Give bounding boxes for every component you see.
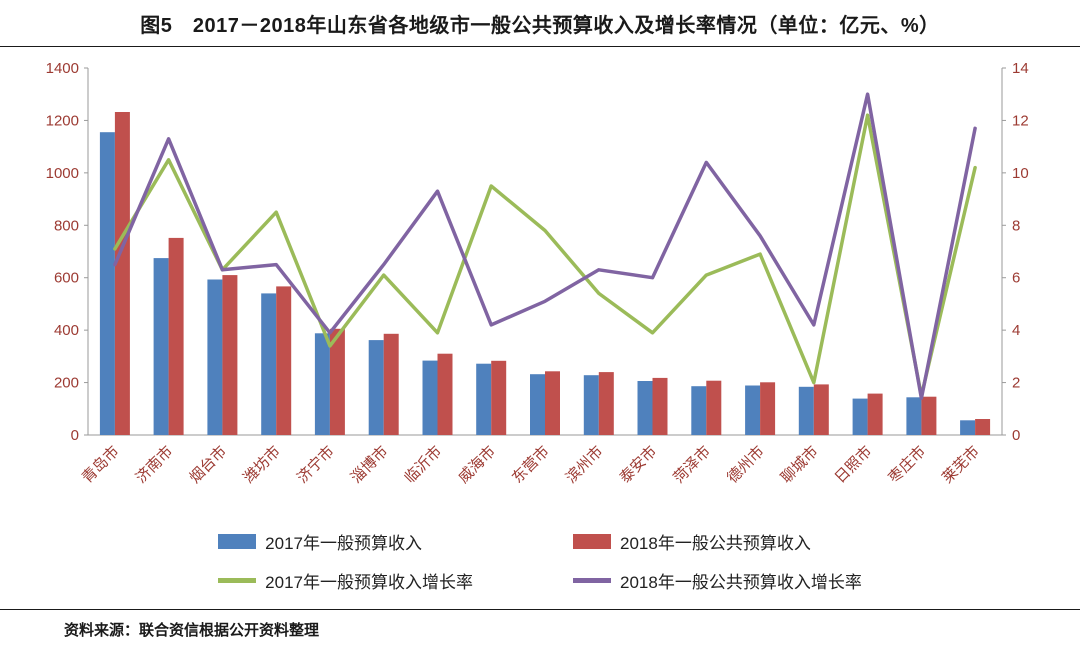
legend-swatch-line-2017	[218, 578, 257, 583]
category-label-济南市: 济南市	[133, 443, 177, 487]
left-axis-tick-label: 1000	[46, 165, 79, 182]
legend-item-bar-2017: 2017年一般预算收入	[218, 529, 422, 554]
category-label-济宁市: 济宁市	[294, 443, 338, 487]
bar-bar2017-枣庄市	[906, 397, 922, 435]
right-axis-tick-label: 12	[1012, 112, 1029, 129]
bar-bar2017-临沂市	[422, 360, 438, 435]
left-axis-tick-label: 600	[54, 270, 79, 287]
bar-bar2017-济宁市	[314, 333, 330, 435]
right-axis-tick-label: 8	[1012, 217, 1020, 234]
bar-bar2017-青岛市	[99, 132, 115, 435]
bar-bar2017-淄博市	[368, 340, 384, 435]
left-axis-tick-label: 200	[54, 375, 79, 392]
data-source: 资料来源：联合资信根据公开资料整理	[0, 609, 1080, 640]
category-label-淄博市: 淄博市	[348, 443, 392, 487]
category-label-泰安市: 泰安市	[617, 443, 661, 487]
bar-bar2017-菏泽市	[691, 386, 707, 435]
right-axis-tick-label: 10	[1012, 165, 1029, 182]
bar-bar2017-济南市	[153, 258, 169, 435]
left-axis-tick-label: 1200	[46, 112, 79, 129]
bar-bar2018-泰安市	[652, 377, 668, 435]
legend-swatch-bar-2018	[573, 534, 611, 549]
bar-bar2018-莱芜市	[975, 419, 991, 435]
right-axis-tick-label: 6	[1012, 270, 1020, 287]
legend-label-bar-2018: 2018年一般公共预算收入	[620, 534, 811, 553]
bar-bar2018-滨州市	[598, 372, 614, 435]
bar-bar2017-泰安市	[637, 381, 653, 435]
axes: 0 200 400 600 800 1000 1200 1400 0 2 4 6 8 10 12 14	[46, 60, 1029, 444]
combo-chart: 0 200 400 600 800 1000 1200 1400 0 2 4 6 8 10 12 14 青岛市济…	[0, 47, 1080, 517]
category-label-聊城市: 聊城市	[778, 443, 822, 487]
bar-bar2018-威海市	[491, 360, 507, 435]
chart-legend: 2017年一般预算收入 2018年一般公共预算收入 2017年一般预算收入增长率…	[0, 529, 1080, 593]
category-label-滨州市: 滨州市	[563, 443, 607, 487]
left-axis-tick-label: 1400	[46, 60, 79, 77]
category-label-枣庄市: 枣庄市	[885, 442, 930, 487]
legend-swatch-bar-2017	[218, 534, 257, 549]
bar-bar2018-东营市	[545, 371, 560, 435]
legend-label-line-2017: 2017年一般预算收入增长率	[265, 573, 473, 592]
legend-item-line-2017: 2017年一般预算收入增长率	[218, 568, 473, 593]
bar-bar2018-聊城市	[813, 384, 829, 435]
bar-bar2017-聊城市	[798, 386, 814, 435]
bar-bar2018-济宁市	[329, 328, 345, 435]
legend-label-line-2018: 2018年一般公共预算收入增长率	[620, 573, 862, 592]
left-axis-tick-label: 800	[54, 217, 79, 234]
legend-label-bar-2017: 2017年一般预算收入	[265, 534, 422, 553]
bar-bar2018-枣庄市	[921, 396, 937, 435]
combo-chart-svg: 020040060080010001200140002468101214青岛市济…	[46, 60, 1029, 487]
legend-swatch-line-2018	[573, 578, 611, 583]
right-axis-tick-label: 4	[1012, 322, 1020, 339]
bar-bar2017-滨州市	[583, 375, 599, 435]
bar-bar2018-德州市	[760, 382, 776, 435]
category-label-青岛市: 青岛市	[79, 443, 123, 487]
right-axis-tick-label: 2	[1012, 375, 1020, 392]
legend-item-bar-2018: 2018年一般公共预算收入	[573, 529, 811, 554]
bar-bar2018-临沂市	[437, 353, 453, 435]
line-line2017	[113, 113, 977, 398]
bar-bar2018-淄博市	[383, 333, 399, 435]
category-label-日照市: 日照市	[832, 443, 876, 487]
right-axis-tick-label: 14	[1012, 60, 1029, 77]
bar-series-bar2018	[114, 112, 991, 435]
bar-bar2017-潍坊市	[261, 293, 277, 435]
legend-item-line-2018: 2018年一般公共预算收入增长率	[573, 568, 862, 593]
bar-bar2018-潍坊市	[276, 286, 292, 435]
category-label-威海市: 威海市	[455, 443, 499, 487]
category-label-潍坊市: 潍坊市	[240, 443, 284, 487]
bar-bar2018-日照市	[867, 393, 883, 435]
left-axis-tick-label: 400	[54, 322, 79, 339]
bar-bar2017-烟台市	[207, 279, 223, 435]
line-line2018	[113, 92, 977, 401]
bar-series-bar2017	[99, 132, 976, 435]
bar-bar2018-济南市	[168, 237, 184, 435]
chart-title: 图5 2017－2018年山东省各地级市一般公共预算收入及增长率情况（单位：亿元…	[0, 0, 1080, 47]
category-labels: 青岛市 济南市 烟台市 潍坊市 济宁市 淄博市 临沂市 威海市 东营市 滨州市 泰安市 菏泽市 德州市聊…	[79, 442, 983, 487]
category-label-菏泽市: 菏泽市	[670, 443, 714, 487]
category-label-临沂市: 临沂市	[401, 443, 445, 487]
category-label-东营市: 东营市	[509, 443, 553, 487]
category-label-烟台市: 烟台市	[186, 443, 230, 487]
category-label-莱芜市: 莱芜市	[939, 443, 983, 487]
right-axis-tick-label: 0	[1012, 427, 1020, 444]
bar-bar2018-青岛市	[114, 112, 130, 435]
bar-bar2018-烟台市	[222, 275, 238, 435]
bar-bar2017-德州市	[745, 385, 761, 435]
category-label-德州市: 德州市	[723, 442, 768, 487]
bar-bar2017-威海市	[476, 363, 492, 435]
bar-bar2017-东营市	[530, 374, 545, 435]
bar-bar2017-莱芜市	[960, 420, 976, 435]
bar-bar2017-日照市	[852, 398, 868, 435]
bar-bar2018-菏泽市	[706, 380, 722, 435]
left-axis-tick-label: 0	[71, 427, 79, 444]
